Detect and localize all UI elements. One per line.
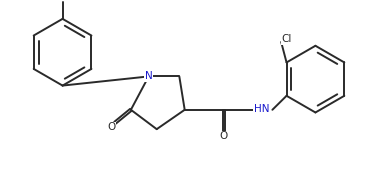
Text: Cl: Cl [281, 34, 292, 44]
Text: HN: HN [254, 104, 270, 114]
Text: O: O [220, 131, 228, 141]
Text: O: O [107, 122, 115, 132]
Text: N: N [145, 71, 153, 81]
